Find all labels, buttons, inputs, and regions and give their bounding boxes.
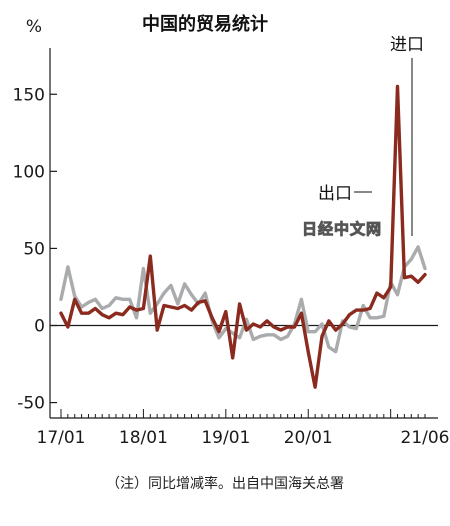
x-tick-label: 19/01 (201, 428, 250, 448)
x-tick-label: 21/06 (401, 428, 450, 448)
y-tick-label: 0 (34, 317, 45, 337)
y-tick-label: 100 (13, 162, 45, 182)
export-callout-label: 出口 (318, 184, 352, 204)
export-series-line (59, 84, 427, 389)
x-tick-label: 18/01 (119, 428, 168, 448)
import-series-line (59, 245, 427, 354)
import-callout-label: 进口 (390, 35, 424, 55)
watermark: 日经中文网 (302, 220, 382, 238)
x-tick-label: 20/01 (284, 428, 333, 448)
y-tick-label: -50 (17, 394, 45, 414)
series-layer (59, 84, 427, 389)
chart-title: 中国的贸易统计 (142, 13, 268, 35)
x-tick-label: 17/01 (37, 428, 86, 448)
x-axis: 17/01 18/01 19/01 20/01 21/06 (37, 409, 450, 448)
y-tick-label: 50 (23, 239, 45, 259)
footnote: （注）同比增减率。出自中国海关总署 (106, 475, 344, 492)
y-unit-label: % (26, 17, 42, 37)
y-tick-label: 150 (13, 85, 45, 105)
callouts: 出口 进口 (318, 35, 424, 236)
